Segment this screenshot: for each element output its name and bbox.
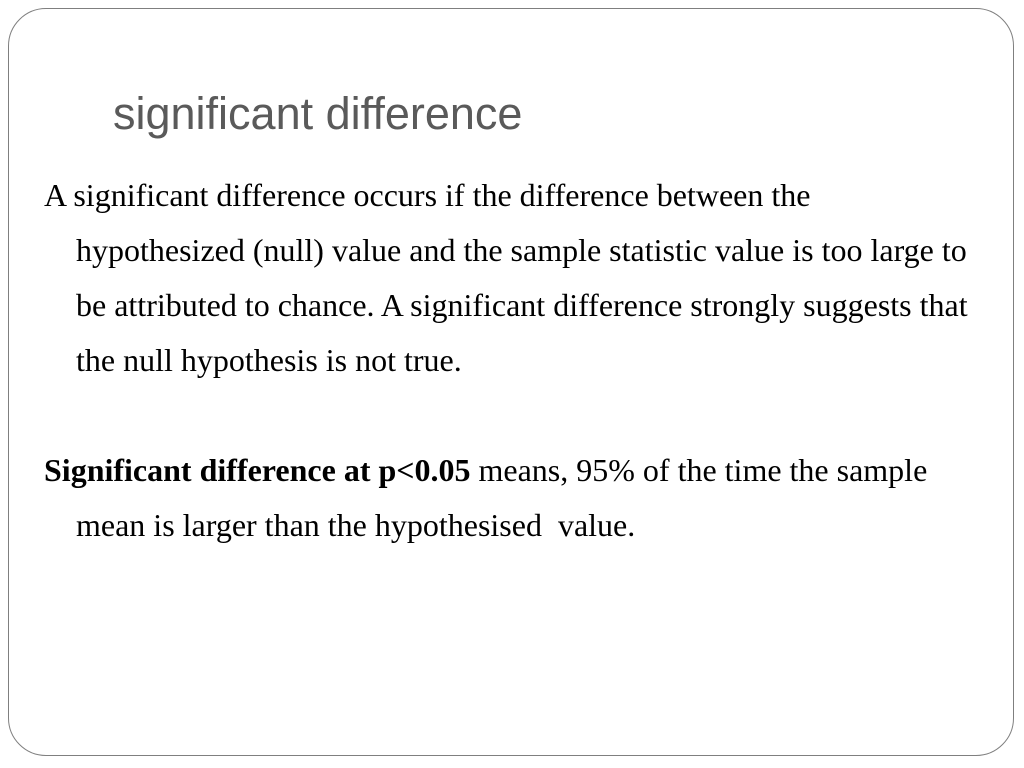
slide-body: A significant difference occurs if the d… [44, 168, 974, 553]
paragraph-text: A significant difference occurs if the d… [44, 177, 968, 378]
paragraph: Significant difference at p<0.05 means, … [44, 443, 974, 553]
paragraph: A significant difference occurs if the d… [44, 168, 974, 388]
slide-title: significant difference [113, 88, 523, 139]
paragraph-text: means, 95% of the time the sample mean i… [76, 452, 936, 543]
bold-text: Significant difference at p<0.05 [44, 452, 471, 488]
slide-frame [8, 8, 1014, 756]
